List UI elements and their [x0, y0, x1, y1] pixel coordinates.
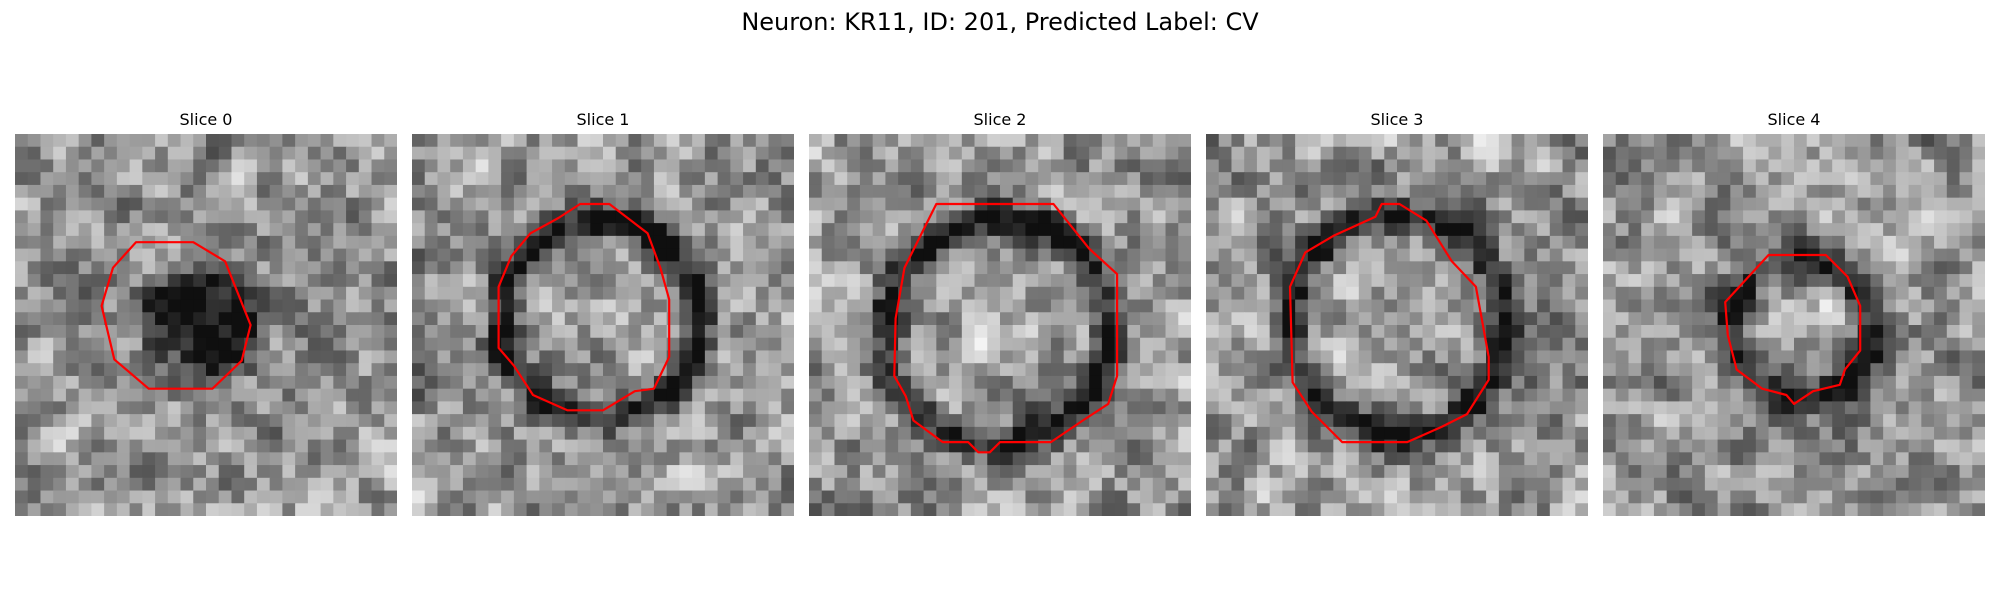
- slice-title: Slice 1: [576, 110, 630, 129]
- slice-image: [809, 134, 1191, 516]
- slice-image: [1206, 134, 1588, 516]
- slice-title: Slice 0: [179, 110, 233, 129]
- segmentation-contour: [100, 241, 252, 390]
- pixel-grid: [1206, 134, 1588, 516]
- slice-title: Slice 2: [973, 110, 1027, 129]
- pixel-grid: [1603, 134, 1985, 516]
- figure-title: Neuron: KR11, ID: 201, Predicted Label: …: [741, 8, 1259, 36]
- slice-title: Slice 4: [1767, 110, 1821, 129]
- segmentation-contour: [497, 202, 671, 412]
- slice-image: [1603, 134, 1985, 516]
- pixel-grid: [809, 134, 1191, 516]
- slice-image: [412, 134, 794, 516]
- segmentation-contour: [893, 202, 1119, 454]
- pixel-grid: [412, 134, 794, 516]
- slice-title: Slice 3: [1370, 110, 1424, 129]
- slice-image: [15, 134, 397, 516]
- segmentation-contour: [1724, 253, 1862, 405]
- pixel-grid: [15, 134, 397, 516]
- segmentation-contour: [1288, 202, 1490, 444]
